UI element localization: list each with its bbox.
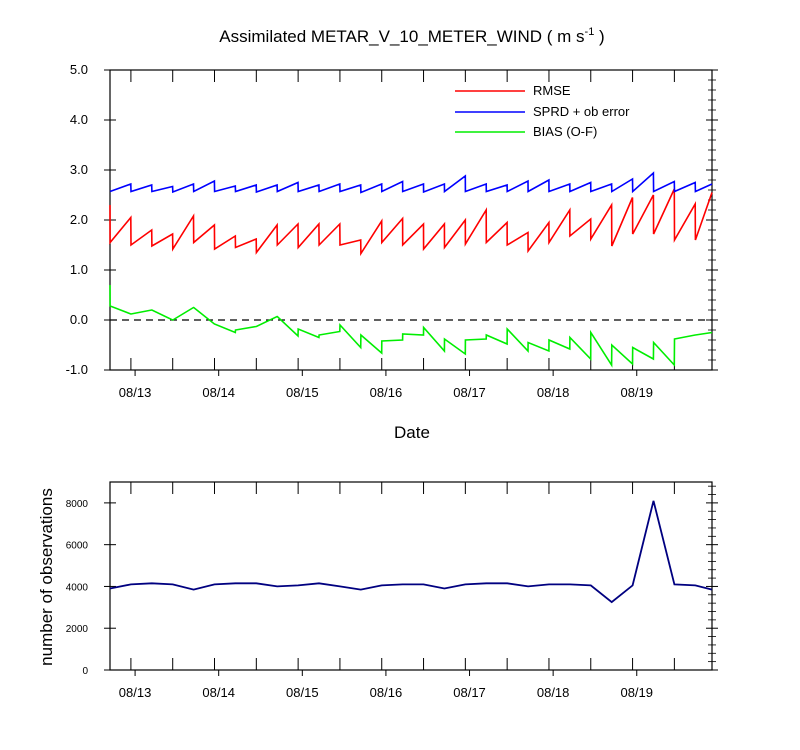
chart-title-sup: -1 xyxy=(585,26,595,38)
observations-line xyxy=(109,500,713,604)
bottom-x-tick-label: 08/13 xyxy=(119,685,152,700)
top-y-tick-label: 3.0 xyxy=(70,162,88,177)
bottom-x-tick-label: 08/14 xyxy=(202,685,235,700)
legend-label-rmse: RMSE xyxy=(533,83,571,98)
top-x-tick-label: 08/17 xyxy=(453,385,486,400)
top-y-tick-label: -1.0 xyxy=(66,362,88,377)
top-y-tick-label: 5.0 xyxy=(70,62,88,77)
top-x-tick-label: 08/18 xyxy=(537,385,570,400)
legend-label-bias: BIAS (O-F) xyxy=(533,124,597,139)
top-x-axis-label: Date xyxy=(394,423,430,442)
bottom-y-tick-label: 8000 xyxy=(66,499,89,510)
bottom-y-axis-label: number of observations xyxy=(37,488,56,666)
top-x-tick-label: 08/15 xyxy=(286,385,319,400)
chart-title-main: Assimilated METAR_V_10_METER_WIND ( m s xyxy=(219,27,584,46)
bottom-y-tick-label: 4000 xyxy=(66,582,89,593)
top-plot-area: 08/13 08/14 08/15 08/16 08/17 08/18 08/19 -1.0 0… xyxy=(66,62,718,400)
bottom-y-tick-label: 0 xyxy=(82,666,88,677)
top-x-tick-label: 08/16 xyxy=(370,385,403,400)
bias-line xyxy=(109,284,713,368)
bottom-x-tick-label: 08/19 xyxy=(620,685,653,700)
top-x-tick-label: 08/13 xyxy=(119,385,152,400)
sprd-line xyxy=(109,171,713,194)
chart-title-end: ) xyxy=(594,27,604,46)
rmse-line xyxy=(109,188,713,257)
top-x-tick-label: 08/14 xyxy=(202,385,235,400)
bottom-x-tick-label: 08/15 xyxy=(286,685,319,700)
legend-label-sprd: SPRD + ob error xyxy=(533,104,630,119)
legend: RMSE SPRD + ob error BIAS (O-F) xyxy=(455,83,630,139)
chart-title: Assimilated METAR_V_10_METER_WIND ( m s-… xyxy=(219,26,604,46)
top-y-tick-label: 1.0 xyxy=(70,262,88,277)
bottom-plot-area: 08/13 08/14 08/15 08/16 08/17 08/18 08/19 0 2000… xyxy=(66,481,718,700)
top-y-tick-label: 0.0 xyxy=(70,312,88,327)
top-y-tick-label: 4.0 xyxy=(70,112,88,127)
bottom-y-tick-label: 2000 xyxy=(66,624,89,635)
bottom-y-tick-label: 6000 xyxy=(66,541,89,552)
bottom-x-tick-label: 08/18 xyxy=(537,685,570,700)
bottom-frame xyxy=(109,481,713,671)
top-x-tick-label: 08/19 xyxy=(620,385,653,400)
bottom-x-tick-label: 08/16 xyxy=(370,685,403,700)
top-y-tick-label: 2.0 xyxy=(70,212,88,227)
bottom-x-tick-label: 08/17 xyxy=(453,685,486,700)
